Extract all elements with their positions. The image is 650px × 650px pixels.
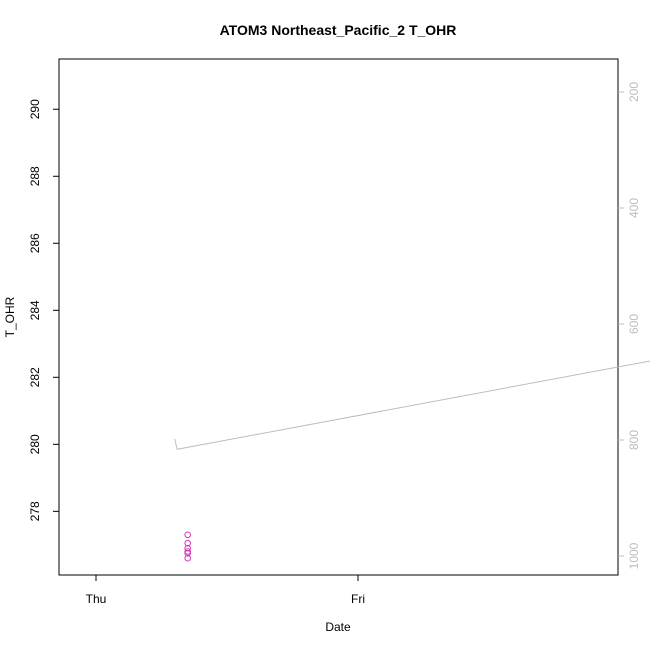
y2-tick-label: 600 [627,314,641,334]
data-point [184,531,191,539]
x-tick-label: Thu [86,592,107,606]
y2-tick-label: 200 [627,82,641,102]
y-tick-label: 284 [28,300,42,320]
data-point [184,549,191,557]
x-tick-label: Fri [351,592,365,606]
data-point [184,539,191,547]
plot-frame [58,58,619,576]
y-axis-label: T_OHR [3,296,17,337]
y2-tick-label: 1000 [627,542,641,569]
data-point [184,554,191,562]
y-tick-label: 288 [28,166,42,186]
y-tick-label: 290 [28,99,42,119]
chart-title: ATOM3 Northeast_Pacific_2 T_OHR [220,22,457,38]
x-axis-label: Date [325,620,351,634]
y-tick-label: 282 [28,367,42,387]
y-tick-label: 280 [28,434,42,454]
axes-layer: 278 280 282 284 286 288 290 200 400 600 800 1000 Thu… [28,82,641,606]
points-layer [184,531,191,562]
y2-tick-label: 400 [627,198,641,218]
y-tick-label: 286 [28,233,42,253]
y2-tick-label: 800 [627,430,641,450]
y-tick-label: 278 [28,501,42,521]
data-point [184,544,191,552]
